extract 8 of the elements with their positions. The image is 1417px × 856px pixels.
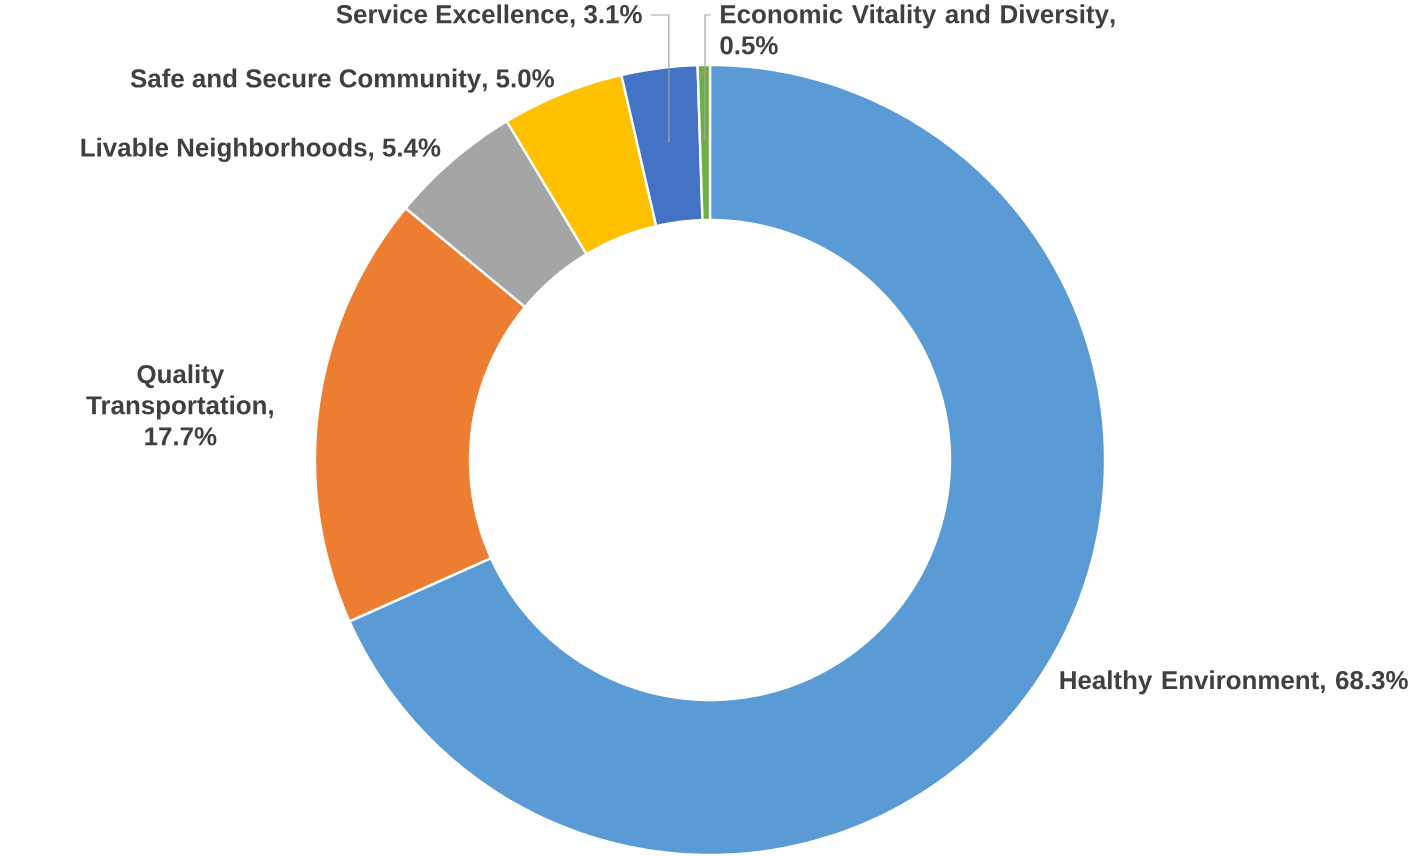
data-label: , 5.4%	[369, 138, 441, 161]
slice-label: Healthy Environment	[1060, 670, 1319, 695]
slice-label: Service Excellence	[336, 4, 569, 24]
data-label: , 68.3%	[1321, 670, 1408, 693]
data-label: , 3.1%	[570, 4, 642, 28]
slice-label: Livable Neighborhoods	[81, 137, 367, 162]
slice-label: Safe and Secure Community	[130, 68, 482, 93]
data-label: , 5.0%	[482, 69, 554, 92]
